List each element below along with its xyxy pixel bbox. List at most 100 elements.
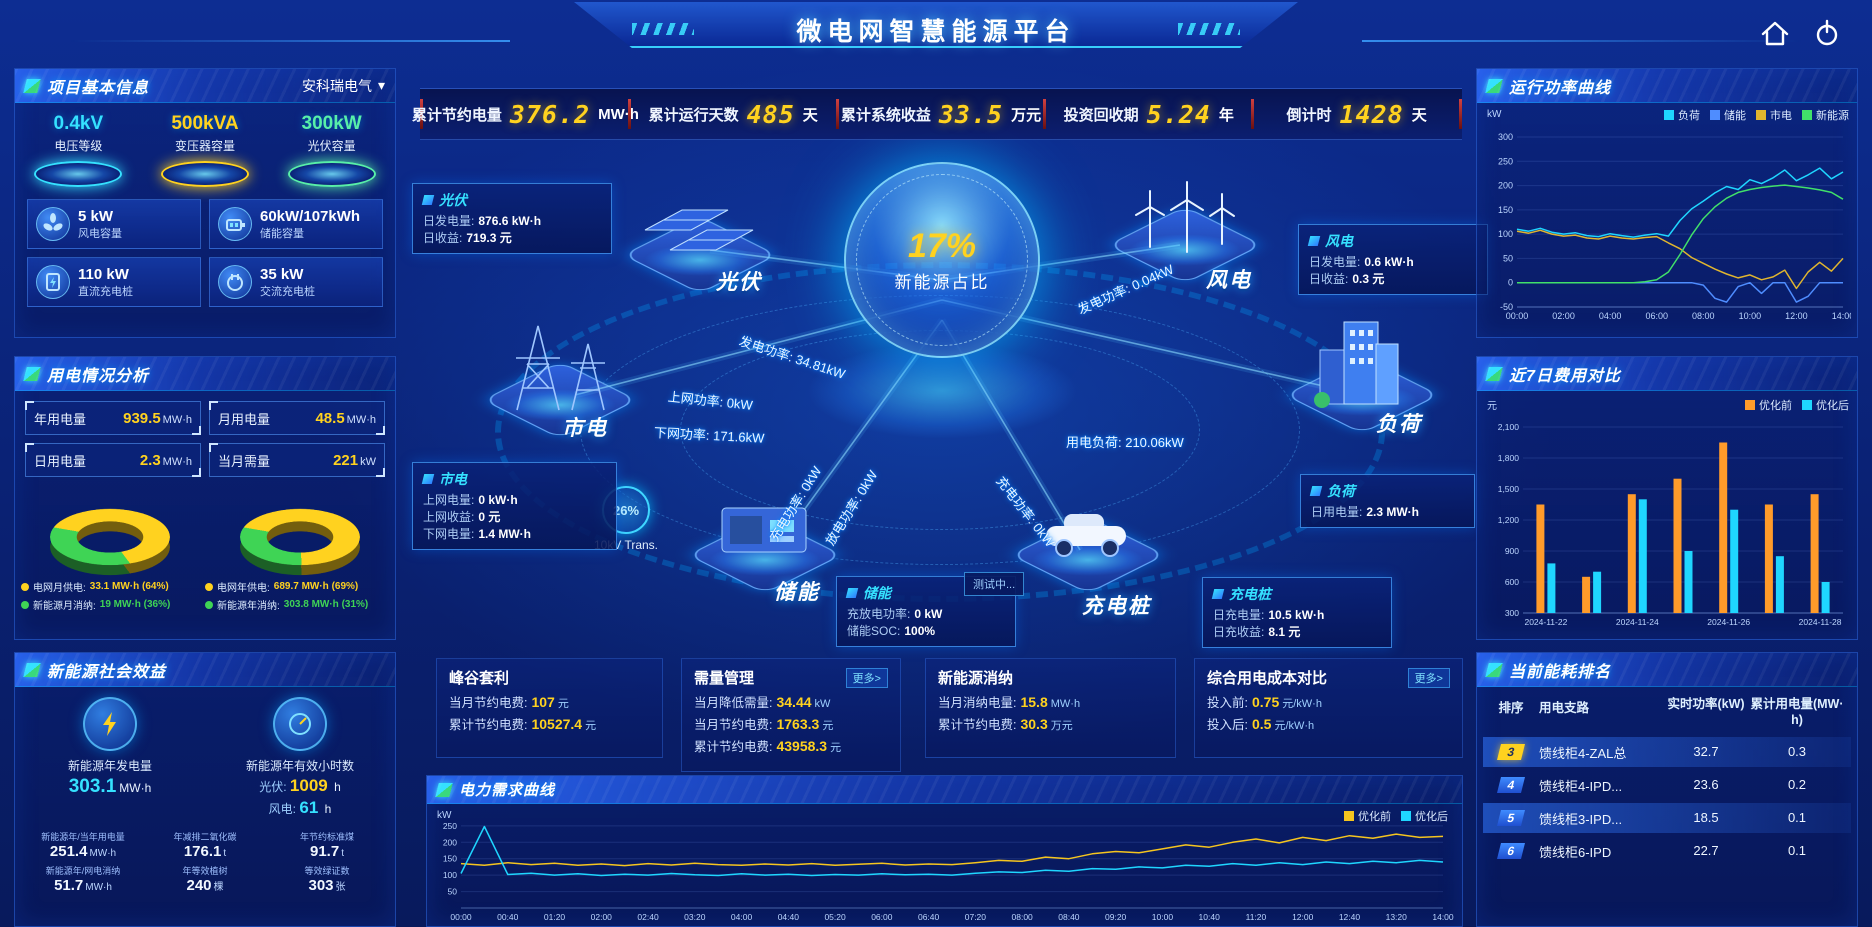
svg-text:50: 50 (448, 887, 458, 897)
divider (835, 99, 839, 129)
branch-name: 馈线柜4-IPD... (1539, 778, 1623, 794)
metric: 新能源年/网电消纳 51.7 MW·h (45, 866, 121, 894)
ranking-header: 实时功率(kW) (1667, 697, 1745, 711)
table-row[interactable]: 3 馈线柜4-ZAL总 32.7 0.3 (1483, 737, 1851, 768)
legend-item[interactable]: 市电 (1756, 107, 1792, 123)
node-label-load: 负荷 (1376, 413, 1422, 436)
glow-disc (287, 161, 376, 187)
deco-slashes-icon (632, 23, 694, 35)
panel-header: 近7日费用对比 (1477, 357, 1857, 391)
legend-chip-icon (1401, 811, 1411, 821)
y-axis-unit: kW (1487, 109, 1502, 120)
panel-icon (1485, 78, 1503, 93)
month-usage-stat: 月用电量 48.5 MW·h (209, 401, 385, 435)
legend-chip-icon (1756, 110, 1766, 120)
legend-item[interactable]: 优化后 (1401, 808, 1448, 824)
svg-text:06:40: 06:40 (918, 912, 940, 922)
svg-text:14:00: 14:00 (1432, 912, 1454, 922)
svg-text:02:00: 02:00 (1552, 311, 1575, 321)
solar-panels-icon (644, 209, 754, 251)
metric: 年节约标准煤 91.7 t (299, 832, 354, 860)
legend-item[interactable]: 储能 (1710, 107, 1746, 123)
svg-text:2024-11-28: 2024-11-28 (1799, 617, 1842, 627)
svg-text:100: 100 (443, 870, 457, 880)
svg-text:250: 250 (1498, 156, 1513, 166)
legend-item[interactable]: 负荷 (1664, 107, 1700, 123)
charger-info-title: 充电桩 (1213, 584, 1381, 604)
power-icon (1816, 19, 1838, 46)
donut-top (240, 508, 360, 566)
wind-capacity: 5 kW 风电容量 (27, 199, 201, 249)
legend-item[interactable]: 新能源 (1802, 107, 1849, 123)
legend-dot-icon (21, 600, 29, 609)
panel-title: 用电情况分析 (47, 367, 150, 385)
power-button[interactable] (1804, 12, 1850, 54)
svg-text:12:00: 12:00 (1292, 912, 1314, 922)
panel-icon (23, 662, 41, 677)
svg-text:09:20: 09:20 (1105, 912, 1127, 922)
legend-chip-icon (1745, 400, 1755, 410)
svg-text:100: 100 (1498, 229, 1513, 239)
divider (420, 99, 423, 129)
svg-text:02:40: 02:40 (637, 912, 659, 922)
metric: 新能源年/当年用电量 251.4 MW·h (41, 832, 125, 860)
node-label-pv: 光伏 (716, 271, 762, 294)
legend-item[interactable]: 优化后 (1802, 397, 1849, 413)
pv-info-title: 光伏 (423, 190, 601, 210)
rank-badge: 5 (1497, 810, 1525, 827)
realtime-power: 23.6 (1693, 777, 1719, 793)
power-line-chart: -50 0 50 100 150 200 250 300 00:00 02:00 04:00 06:0… (1498, 132, 1851, 321)
page-title: 微电网智慧能源平台 (796, 18, 1076, 46)
divider (1251, 99, 1255, 129)
chevron-down-icon: ▾ (377, 77, 385, 93)
deco-line (1362, 40, 1802, 42)
panel-header: 用电情况分析 (15, 357, 395, 391)
svg-text:250: 250 (443, 821, 457, 831)
panel-header: 电力需求曲线 (427, 776, 1462, 804)
card-new-energy-consumption: 新能源消纳 当月消纳电量: 15.8 MW·h 累计节约电费: 30.3 万元 (925, 658, 1176, 758)
svg-text:2024-11-26: 2024-11-26 (1707, 617, 1750, 627)
home-button[interactable] (1752, 12, 1798, 54)
svg-text:04:00: 04:00 (731, 912, 753, 922)
ranking-table-header: 排序 用电支路 实时功率(kW) 累计用电量(MW·h) (1477, 687, 1857, 734)
svg-text:05:20: 05:20 (824, 912, 846, 922)
table-row[interactable]: 5 馈线柜3-IPD... 18.5 0.1 (1483, 803, 1851, 834)
company-select[interactable]: 安科瑞电气 ▾ (301, 77, 385, 94)
svg-text:11:20: 11:20 (1246, 912, 1267, 922)
branch-name: 馈线柜3-IPD... (1539, 811, 1623, 827)
legend-chip-icon (1344, 811, 1354, 821)
svg-text:00:40: 00:40 (497, 912, 519, 922)
svg-text:08:00: 08:00 (1012, 912, 1034, 922)
svg-text:150: 150 (443, 854, 457, 864)
svg-text:200: 200 (1498, 181, 1513, 191)
svg-text:12:40: 12:40 (1339, 912, 1361, 922)
transmission-towers-icon (516, 325, 605, 411)
metric: 等效绿证数 303 张 (304, 866, 350, 894)
new-energy-ratio-sphere: 17% 新能源占比 (844, 162, 1040, 358)
node-label-wind: 风电 (1206, 269, 1252, 292)
panel-icon (1485, 662, 1503, 677)
legend-item[interactable]: 优化前 (1344, 808, 1391, 824)
svg-text:08:40: 08:40 (1058, 912, 1080, 922)
legend-item[interactable]: 优化前 (1745, 397, 1792, 413)
year-energy-donut (225, 483, 375, 579)
ac-charger-capacity: 35 kW 交流充电桩 (209, 257, 383, 307)
month-donut-legend: 电网月供电: 33.1 MW·h (64%) 新能源月消纳: 19 MW·h (36… (21, 579, 205, 612)
table-row[interactable]: 6 馈线柜6-IPD 22.7 0.1 (1483, 836, 1851, 866)
more-button[interactable]: 更多> (1407, 667, 1450, 688)
svg-text:10:00: 10:00 (1739, 311, 1762, 321)
node-label-storage: 储能 (774, 581, 820, 604)
pv-capacity-stat: 300kW 光伏容量 (274, 113, 389, 187)
svg-text:13:20: 13:20 (1386, 912, 1408, 922)
svg-text:900: 900 (1505, 546, 1519, 556)
table-row[interactable]: 4 馈线柜4-IPD... 23.6 0.2 (1483, 770, 1851, 800)
svg-text:00:00: 00:00 (450, 912, 472, 922)
branch-name: 馈线柜4-ZAL总 (1539, 745, 1627, 761)
lightning-icon (83, 697, 137, 751)
more-button[interactable]: 更多> (845, 667, 888, 688)
panel-header: 项目基本信息 安科瑞电气 ▾ (15, 69, 395, 103)
panel-power-curve: 运行功率曲线 kW 负荷 储能 市电 新能源 -50 0 50 100 150 200 25… (1476, 68, 1858, 338)
title-band: 微电网智慧能源平台 (516, 2, 1356, 54)
load-info-title: 负荷 (1311, 481, 1464, 501)
